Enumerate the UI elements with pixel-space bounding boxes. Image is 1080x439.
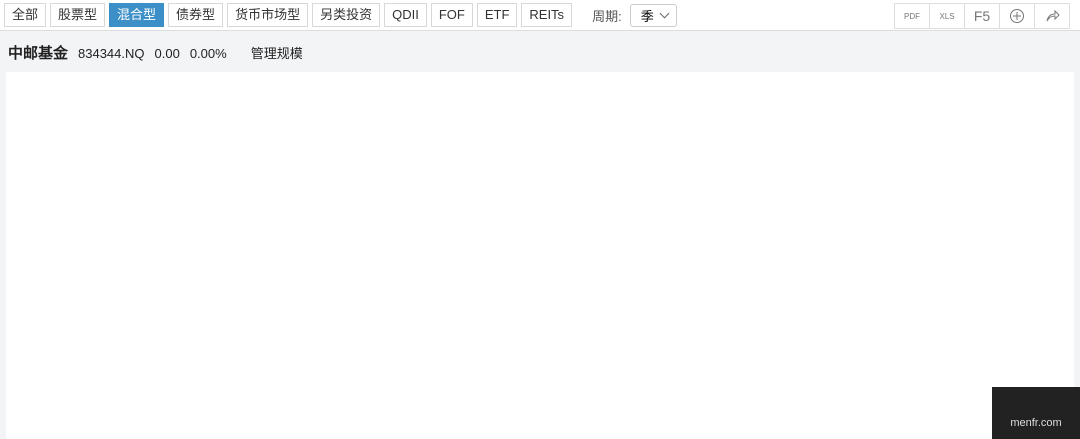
fund-header: 中邮基金 834344.NQ 0.00 0.00% 管理规模 <box>8 42 303 63</box>
tab[interactable]: 混合型 <box>109 3 165 27</box>
tab[interactable]: ETF <box>476 3 518 27</box>
period-select[interactable]: 季 <box>629 3 677 27</box>
fund-change: 0.00% <box>189 46 227 61</box>
tab[interactable]: REITs <box>521 3 573 27</box>
icon-button[interactable]: 0100200300400500152025303540资产净值(亿元)基金数量… <box>999 3 1035 29</box>
period-label: 周期: <box>592 8 622 24</box>
toolbar: 全部 股票型 混合型 债券型 货币市场型 另类投资 QDII FOF ETF REITs 周期: 季… <box>0 0 1080 31</box>
icon-button[interactable]: F5 <box>964 3 1000 29</box>
tab[interactable]: QDII <box>384 3 427 27</box>
tab[interactable]: 全部 <box>4 3 47 27</box>
tab[interactable]: 债券型 <box>168 3 224 27</box>
chart <box>0 72 1080 439</box>
icon-bar: PDFXLSF50100200300400500152025303540资产净值… <box>894 3 1070 29</box>
tab[interactable]: FOF <box>430 3 473 27</box>
metric: 管理规模 <box>250 46 303 61</box>
fund-code: 834344.NQ <box>78 46 145 61</box>
fund-value: 0.00 <box>154 46 180 61</box>
icon-button[interactable] <box>1034 3 1070 29</box>
fund-name: 中邮基金 <box>8 45 69 62</box>
tab[interactable]: 另类投资 <box>312 3 381 27</box>
tab[interactable]: 股票型 <box>50 3 106 27</box>
icon-button[interactable]: PDF <box>894 3 930 29</box>
watermark: menfr.com <box>992 387 1080 439</box>
chart-card <box>6 72 1074 439</box>
icon-button[interactable]: XLS <box>929 3 965 29</box>
tab[interactable]: 货币市场型 <box>227 3 309 27</box>
